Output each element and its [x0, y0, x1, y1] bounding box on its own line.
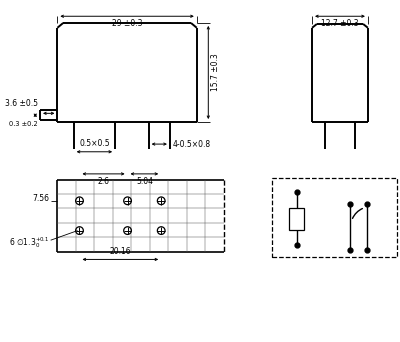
Bar: [272, 178, 397, 256]
Text: 6 $\varnothing$1.3$^{+0.1}_{0}$: 6 $\varnothing$1.3$^{+0.1}_{0}$: [9, 235, 50, 250]
Text: 4-0.5×0.8: 4-0.5×0.8: [173, 140, 211, 148]
Text: 20.16: 20.16: [110, 247, 131, 255]
Text: 3.6 ±0.5: 3.6 ±0.5: [5, 99, 38, 108]
Text: 15.7 ±0.3: 15.7 ±0.3: [211, 54, 220, 91]
Text: 0.3 ±0.2: 0.3 ±0.2: [10, 121, 38, 127]
Text: 2.6: 2.6: [98, 177, 110, 186]
Text: 29 ±0.3: 29 ±0.3: [112, 19, 142, 28]
Text: 5.04: 5.04: [136, 177, 153, 186]
Text: 7.56: 7.56: [33, 194, 50, 203]
Text: 0.5×0.5: 0.5×0.5: [79, 139, 110, 148]
Text: 12.7 ±0.3: 12.7 ±0.3: [321, 19, 359, 28]
Bar: [289, 209, 304, 229]
